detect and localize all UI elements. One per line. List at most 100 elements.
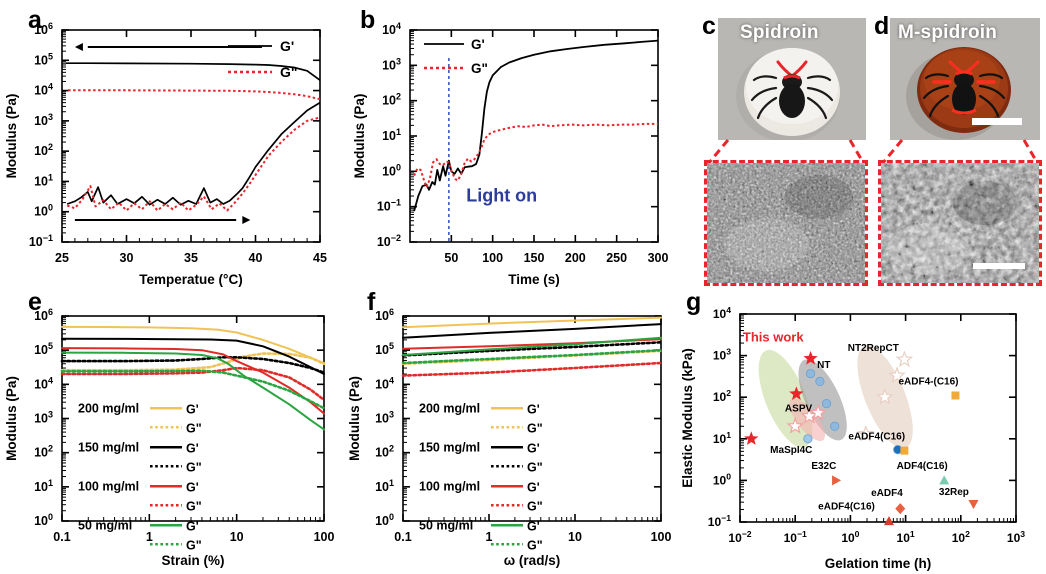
svg-text:35: 35 <box>184 251 198 265</box>
svg-text:100: 100 <box>34 512 53 528</box>
svg-text:MaSpI4C: MaSpI4C <box>770 445 812 456</box>
svg-text:104: 104 <box>713 305 731 321</box>
svg-text:100: 100 <box>713 471 731 487</box>
svg-text:100: 100 <box>841 529 859 545</box>
svg-text:300: 300 <box>648 251 669 265</box>
svg-text:200: 200 <box>565 251 586 265</box>
svg-text:104: 104 <box>382 21 401 37</box>
panel-a-label: a <box>28 6 42 34</box>
panel-a: a 10−1 100 101 102 103 104 105 106 25 30 35 40 45 Tem… <box>0 0 345 290</box>
svg-text:G': G' <box>527 480 540 494</box>
svg-text:100: 100 <box>314 530 335 544</box>
panel-f: f 100 101 102 103 104 105 106 0.1 1 10 100 ω (rad/s… <box>345 288 680 574</box>
svg-text:50 mg/ml: 50 mg/ml <box>419 518 473 532</box>
svg-text:Modulus (Pa): Modulus (Pa) <box>4 94 19 179</box>
svg-text:102: 102 <box>375 444 394 460</box>
svg-text:G": G" <box>186 538 202 552</box>
svg-text:100: 100 <box>375 512 394 528</box>
svg-text:101: 101 <box>34 478 53 494</box>
svg-text:NT2RepCT: NT2RepCT <box>848 343 899 354</box>
svg-text:100: 100 <box>651 530 672 544</box>
svg-text:100: 100 <box>382 162 401 178</box>
svg-text:1: 1 <box>486 530 493 544</box>
svg-text:10−1: 10−1 <box>784 529 807 545</box>
svg-text:Modulus (Pa): Modulus (Pa) <box>352 94 367 179</box>
svg-text:106: 106 <box>375 307 394 323</box>
svg-text:0.1: 0.1 <box>53 530 70 544</box>
svg-text:1: 1 <box>146 530 153 544</box>
svg-text:G": G" <box>186 460 202 474</box>
svg-text:G': G' <box>186 519 199 533</box>
panel-d-sem <box>878 160 1042 286</box>
svg-text:102: 102 <box>382 92 401 108</box>
svg-text:30: 30 <box>120 251 134 265</box>
panel-d-sem-scalebar <box>973 263 1025 269</box>
panel-e-label: e <box>28 288 42 316</box>
svg-text:This work: This work <box>743 329 804 344</box>
svg-text:102: 102 <box>34 444 53 460</box>
svg-text:100: 100 <box>482 251 503 265</box>
svg-text:250: 250 <box>606 251 627 265</box>
svg-text:G": G" <box>527 421 543 435</box>
svg-text:150 mg/ml: 150 mg/ml <box>419 440 480 454</box>
svg-text:105: 105 <box>34 341 53 357</box>
svg-text:25: 25 <box>55 251 69 265</box>
svg-text:100: 100 <box>34 203 53 219</box>
svg-text:G': G' <box>186 441 199 455</box>
svg-text:G': G' <box>280 38 294 54</box>
svg-text:103: 103 <box>34 410 53 426</box>
svg-text:101: 101 <box>34 172 53 188</box>
svg-text:G': G' <box>186 480 199 494</box>
svg-text:32Rep: 32Rep <box>939 487 969 498</box>
panel-d-title: M-spidroin <box>898 22 998 43</box>
svg-text:102: 102 <box>713 388 731 404</box>
svg-text:Temperatue (°C): Temperatue (°C) <box>139 272 242 287</box>
svg-text:eADF4(C16): eADF4(C16) <box>848 432 905 443</box>
svg-text:101: 101 <box>382 127 401 143</box>
svg-text:G": G" <box>280 64 298 80</box>
svg-text:NT: NT <box>817 360 830 371</box>
spidroin-disk-image <box>718 18 866 140</box>
svg-text:103: 103 <box>34 112 53 128</box>
panel-g-label: g <box>686 288 702 316</box>
svg-text:ASPV: ASPV <box>785 404 813 415</box>
svg-text:10: 10 <box>568 530 582 544</box>
svg-text:10−1: 10−1 <box>29 233 53 249</box>
panel-c-label: c <box>702 12 716 40</box>
svg-text:G": G" <box>527 538 543 552</box>
panel-c-sem <box>704 160 868 286</box>
svg-text:101: 101 <box>897 529 915 545</box>
svg-text:103: 103 <box>713 347 731 363</box>
svg-text:50 mg/ml: 50 mg/ml <box>78 518 132 532</box>
svg-text:104: 104 <box>375 375 394 391</box>
panel-b: b 10−2 10−1 100 101 102 103 104 50 100 150 200 250 3… <box>348 0 678 290</box>
svg-text:10−1: 10−1 <box>708 513 731 529</box>
svg-text:102: 102 <box>34 142 53 158</box>
svg-text:103: 103 <box>375 410 394 426</box>
svg-text:103: 103 <box>1007 529 1025 545</box>
svg-text:G': G' <box>527 519 540 533</box>
svg-text:G": G" <box>527 499 543 513</box>
svg-text:G": G" <box>527 460 543 474</box>
svg-text:ω (rad/s): ω (rad/s) <box>504 553 560 568</box>
svg-text:Modulus (Pa): Modulus (Pa) <box>347 376 362 461</box>
panel-g: g 10−1 100 101 102 103 104 10−2 10−1 100 101 102 10… <box>678 288 1046 574</box>
svg-text:eADF4: eADF4 <box>871 488 903 499</box>
panel-f-label: f <box>367 288 376 316</box>
svg-text:Elastic Modulus (kPa): Elastic Modulus (kPa) <box>680 348 695 488</box>
panel-c-title: Spidroin <box>740 22 819 43</box>
svg-text:10−1: 10−1 <box>377 198 401 214</box>
svg-text:40: 40 <box>249 251 263 265</box>
svg-text:G": G" <box>471 61 488 76</box>
svg-text:104: 104 <box>34 82 53 98</box>
svg-text:G': G' <box>527 441 540 455</box>
panel-d-label: d <box>874 12 890 40</box>
svg-text:Light on: Light on <box>466 186 537 206</box>
svg-text:101: 101 <box>375 478 394 494</box>
svg-text:100 mg/ml: 100 mg/ml <box>78 479 139 493</box>
svg-text:105: 105 <box>375 341 394 357</box>
panel-e: e 100 101 102 103 104 105 106 0.1 1 10 100 Strain (… <box>0 288 345 574</box>
svg-text:E32C: E32C <box>811 461 836 472</box>
panel-f-plot: 100 101 102 103 104 105 106 0.1 1 10 100 ω (rad/s) M… <box>347 307 672 568</box>
panel-d-photo-scalebar <box>972 118 1022 125</box>
